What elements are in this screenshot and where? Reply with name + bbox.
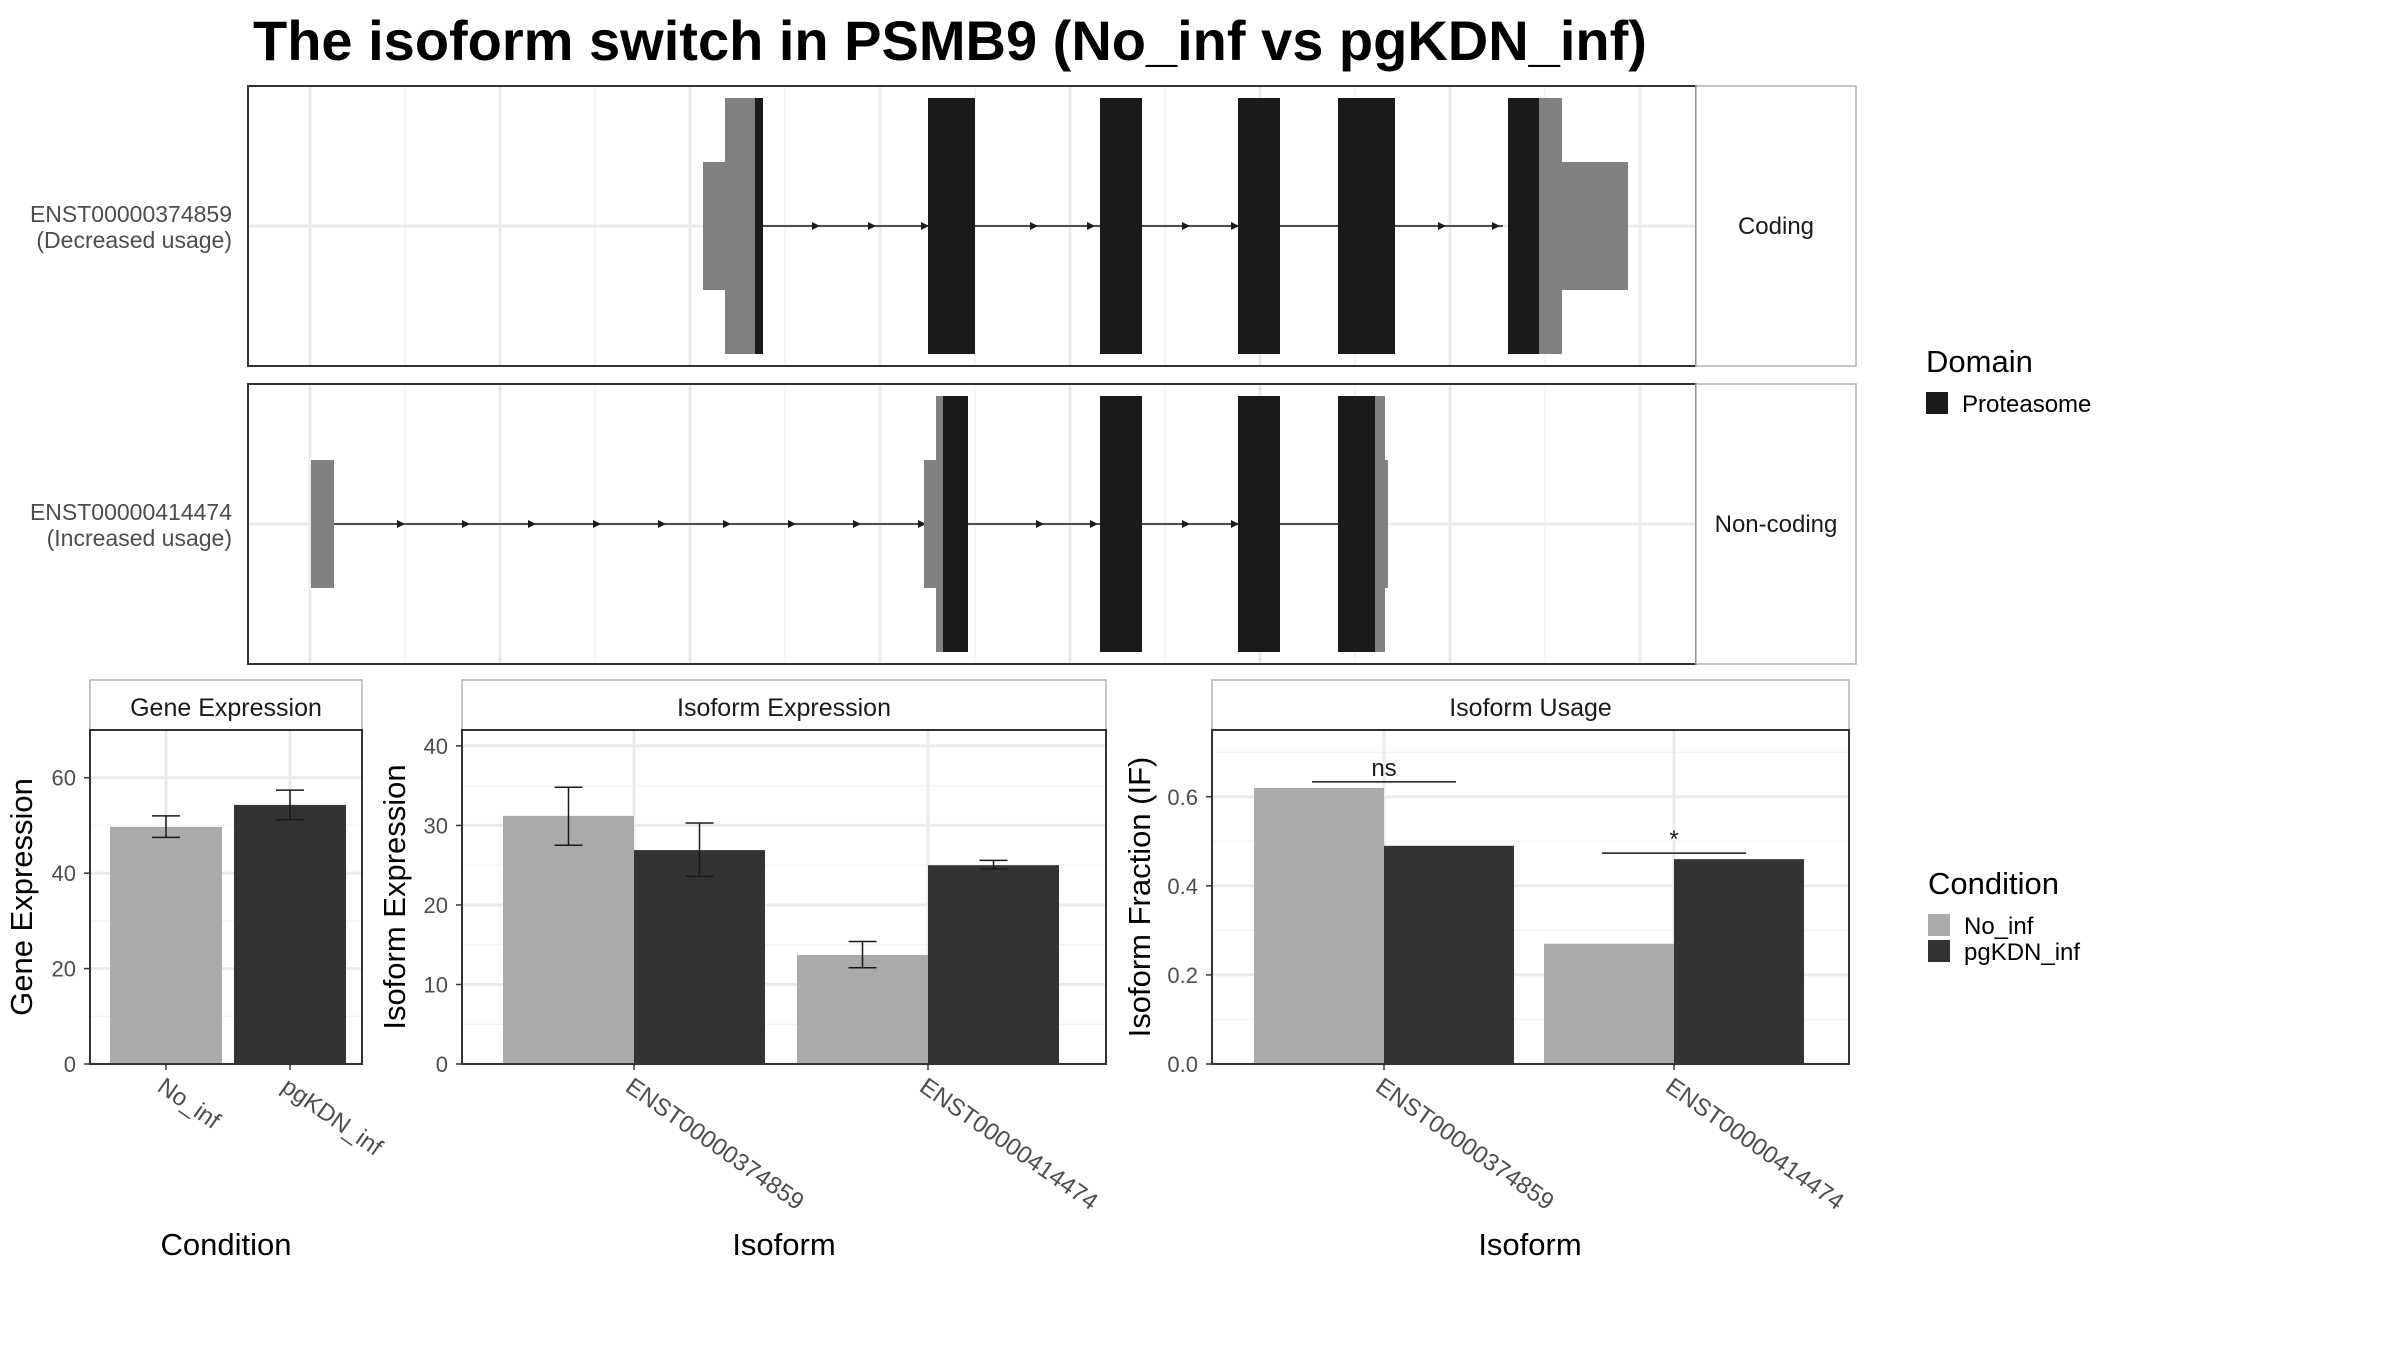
bar-no-inf — [110, 826, 222, 1064]
strip-background — [1211, 679, 1850, 731]
y-tick-label: 0 — [436, 1052, 448, 1077]
transcript-panel-1: Coding ENST00000374859 (Decreased usage) — [30, 85, 1857, 367]
y-axis-title: Isoform Fraction (IF) — [1122, 757, 1157, 1038]
condition-legend-label-no-inf: No_inf — [1964, 913, 2034, 940]
transcript-usage-label: (Increased usage) — [47, 525, 232, 551]
y-tick-label: 0.2 — [1167, 963, 1198, 988]
x-axis-title: Condition — [161, 1227, 292, 1262]
error-bar — [979, 859, 1008, 870]
strip-background — [1695, 383, 1857, 665]
bar-no-inf — [797, 955, 928, 1064]
y-tick-label: 20 — [424, 893, 448, 918]
significance-label: ns — [1371, 755, 1396, 782]
significance-label: * — [1669, 826, 1678, 853]
bar-pgkdn-inf — [928, 865, 1059, 1064]
utr-exons — [703, 98, 1628, 354]
y-tick-label: 40 — [52, 861, 76, 886]
transcript-id-label: ENST00000374859 — [30, 201, 232, 227]
domain-legend: Domain Proteasome — [1926, 344, 2091, 418]
condition-legend-label-pgkdn-inf: pgKDN_inf — [1964, 939, 2080, 966]
y-tick-label: 0 — [64, 1052, 76, 1077]
transcript-id-label: ENST00000414474 — [30, 499, 232, 525]
y-tick-label: 0.4 — [1167, 874, 1198, 899]
y-tick-label: 20 — [52, 957, 76, 982]
transcript-usage-label: (Decreased usage) — [36, 227, 232, 253]
bars: ns * — [1254, 755, 1804, 1064]
domain-blocks — [943, 396, 1375, 652]
bar-pgkdn-inf — [634, 850, 765, 1064]
domain-legend-key — [1926, 392, 1948, 414]
x-tick-label: No_inf — [153, 1073, 226, 1135]
domain-legend-label: Proteasome — [1962, 391, 2091, 418]
intron-arrows — [397, 520, 1239, 528]
panel-border — [461, 729, 1107, 1065]
bar-pgkdn-inf — [1674, 859, 1804, 1064]
chart-title: The isoform switch in PSMB9 (No_inf vs p… — [253, 9, 1647, 72]
condition-legend-title: Condition — [1928, 866, 2059, 901]
strip-label-non-coding: Non-coding — [1715, 511, 1838, 538]
bar-pgkdn-inf — [1384, 845, 1514, 1064]
bars — [110, 789, 346, 1064]
x-tick-label: pgKDN_inf — [277, 1073, 388, 1162]
strip-label: Isoform Expression — [677, 694, 891, 722]
error-bar — [276, 789, 304, 821]
domain-blocks — [755, 98, 1539, 354]
y-tick-label: 10 — [424, 972, 448, 997]
transcript-panel-2: Non-coding ENST00000414474 (Increased us… — [30, 383, 1857, 665]
strip-label: Isoform Usage — [1449, 694, 1612, 722]
bar-chart-panel-3: Isoform Usage 0.0 0.2 0.4 0.6 ns * ENST00000374… — [1122, 679, 1850, 1262]
y-tick-label: 40 — [424, 734, 448, 759]
utr-exons — [311, 396, 1388, 652]
error-bar — [848, 940, 877, 969]
y-axis-title: Gene Expression — [4, 778, 39, 1016]
x-axis-title: Isoform — [732, 1227, 835, 1262]
strip-background — [461, 679, 1107, 731]
domain-legend-title: Domain — [1926, 344, 2033, 379]
condition-legend-key-pgkdn-inf — [1928, 940, 1950, 962]
panel-border — [89, 729, 363, 1065]
x-axis-title: Isoform — [1478, 1227, 1581, 1262]
bar-no-inf — [503, 815, 634, 1064]
bar-no-inf — [1544, 943, 1674, 1064]
x-tick-label: ENST00000374859 — [1371, 1073, 1559, 1216]
bar-charts: Gene Expression 0 20 40 60 No_inf pgKDN_inf Con… — [4, 679, 1850, 1262]
y-tick-label: 60 — [52, 766, 76, 791]
strip-background — [1695, 85, 1857, 367]
strip-background — [89, 679, 363, 731]
bar-pgkdn-inf — [234, 804, 346, 1064]
y-tick-label: 0.0 — [1167, 1052, 1198, 1077]
bar-chart-panel-1: Gene Expression 0 20 40 60 No_inf pgKDN_inf Con… — [4, 679, 388, 1262]
bars — [503, 786, 1059, 1064]
error-bar — [685, 822, 714, 878]
y-tick-label: 0.6 — [1167, 785, 1198, 810]
panel-border — [1211, 729, 1850, 1065]
bar-chart-panel-2: Isoform Expression 0 10 20 30 40 ENST000003748… — [377, 679, 1107, 1262]
strip-label: Gene Expression — [130, 694, 322, 722]
error-bar — [152, 815, 180, 839]
condition-legend: Condition No_inf pgKDN_inf — [1928, 866, 2080, 966]
y-axis-title: Isoform Expression — [377, 764, 412, 1029]
intron-arrows — [812, 222, 1500, 230]
strip-label-coding: Coding — [1738, 213, 1814, 240]
x-tick-label: ENST00000374859 — [621, 1073, 809, 1216]
y-tick-label: 30 — [424, 813, 448, 838]
x-tick-label: ENST00000414474 — [1661, 1073, 1849, 1216]
error-bar — [554, 786, 583, 847]
condition-legend-key-no-inf — [1928, 914, 1950, 936]
bar-no-inf — [1254, 787, 1384, 1064]
x-tick-label: ENST00000414474 — [915, 1073, 1103, 1216]
